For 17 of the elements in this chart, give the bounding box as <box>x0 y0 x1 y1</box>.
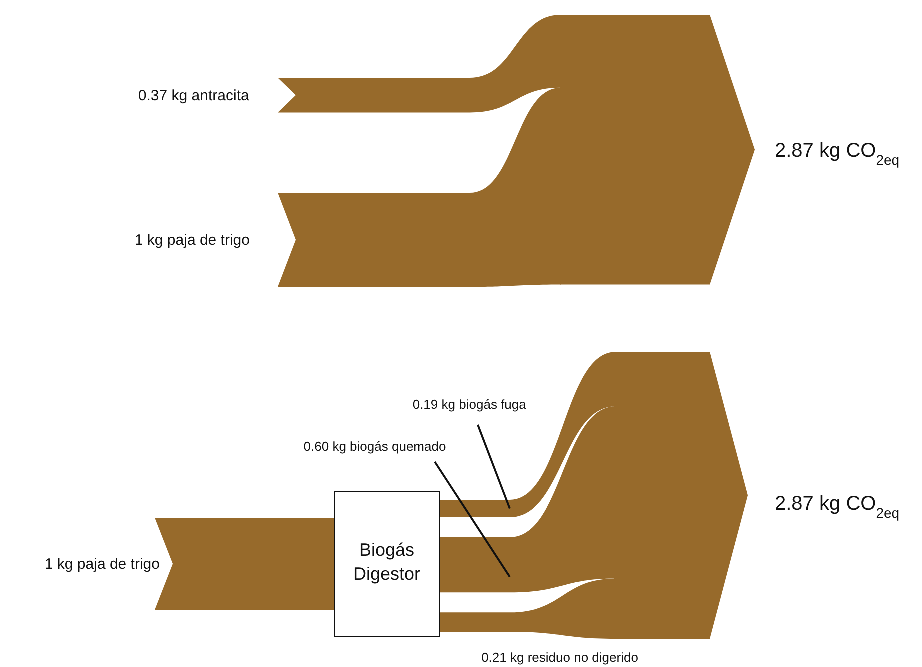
category-label: kg biogás quemado <box>332 439 446 454</box>
data-label: 2.87 <box>775 493 814 515</box>
data-label: 0.37 <box>138 87 168 104</box>
data-label: 0.60 <box>304 439 330 454</box>
category-label: kg residuo no digerido <box>510 650 638 665</box>
category-label: kg CO$_{2eq}$ <box>820 140 900 168</box>
data-label: 0.19 <box>412 397 438 412</box>
category-label: kg paja de trigo <box>147 232 250 249</box>
data-label: 1 <box>134 232 144 249</box>
data-label: 2.87 <box>775 140 814 162</box>
category-label: kg antracita <box>172 87 250 104</box>
text: Biogás Digestor <box>353 540 421 584</box>
category-label: kg CO$_{2eq}$ <box>820 493 900 521</box>
data-label: 0.21 <box>482 650 507 665</box>
data-label: 1 <box>44 556 54 573</box>
category-label: kg biogás fuga <box>442 397 528 412</box>
category-label: kg paja de trigo <box>57 556 160 573</box>
